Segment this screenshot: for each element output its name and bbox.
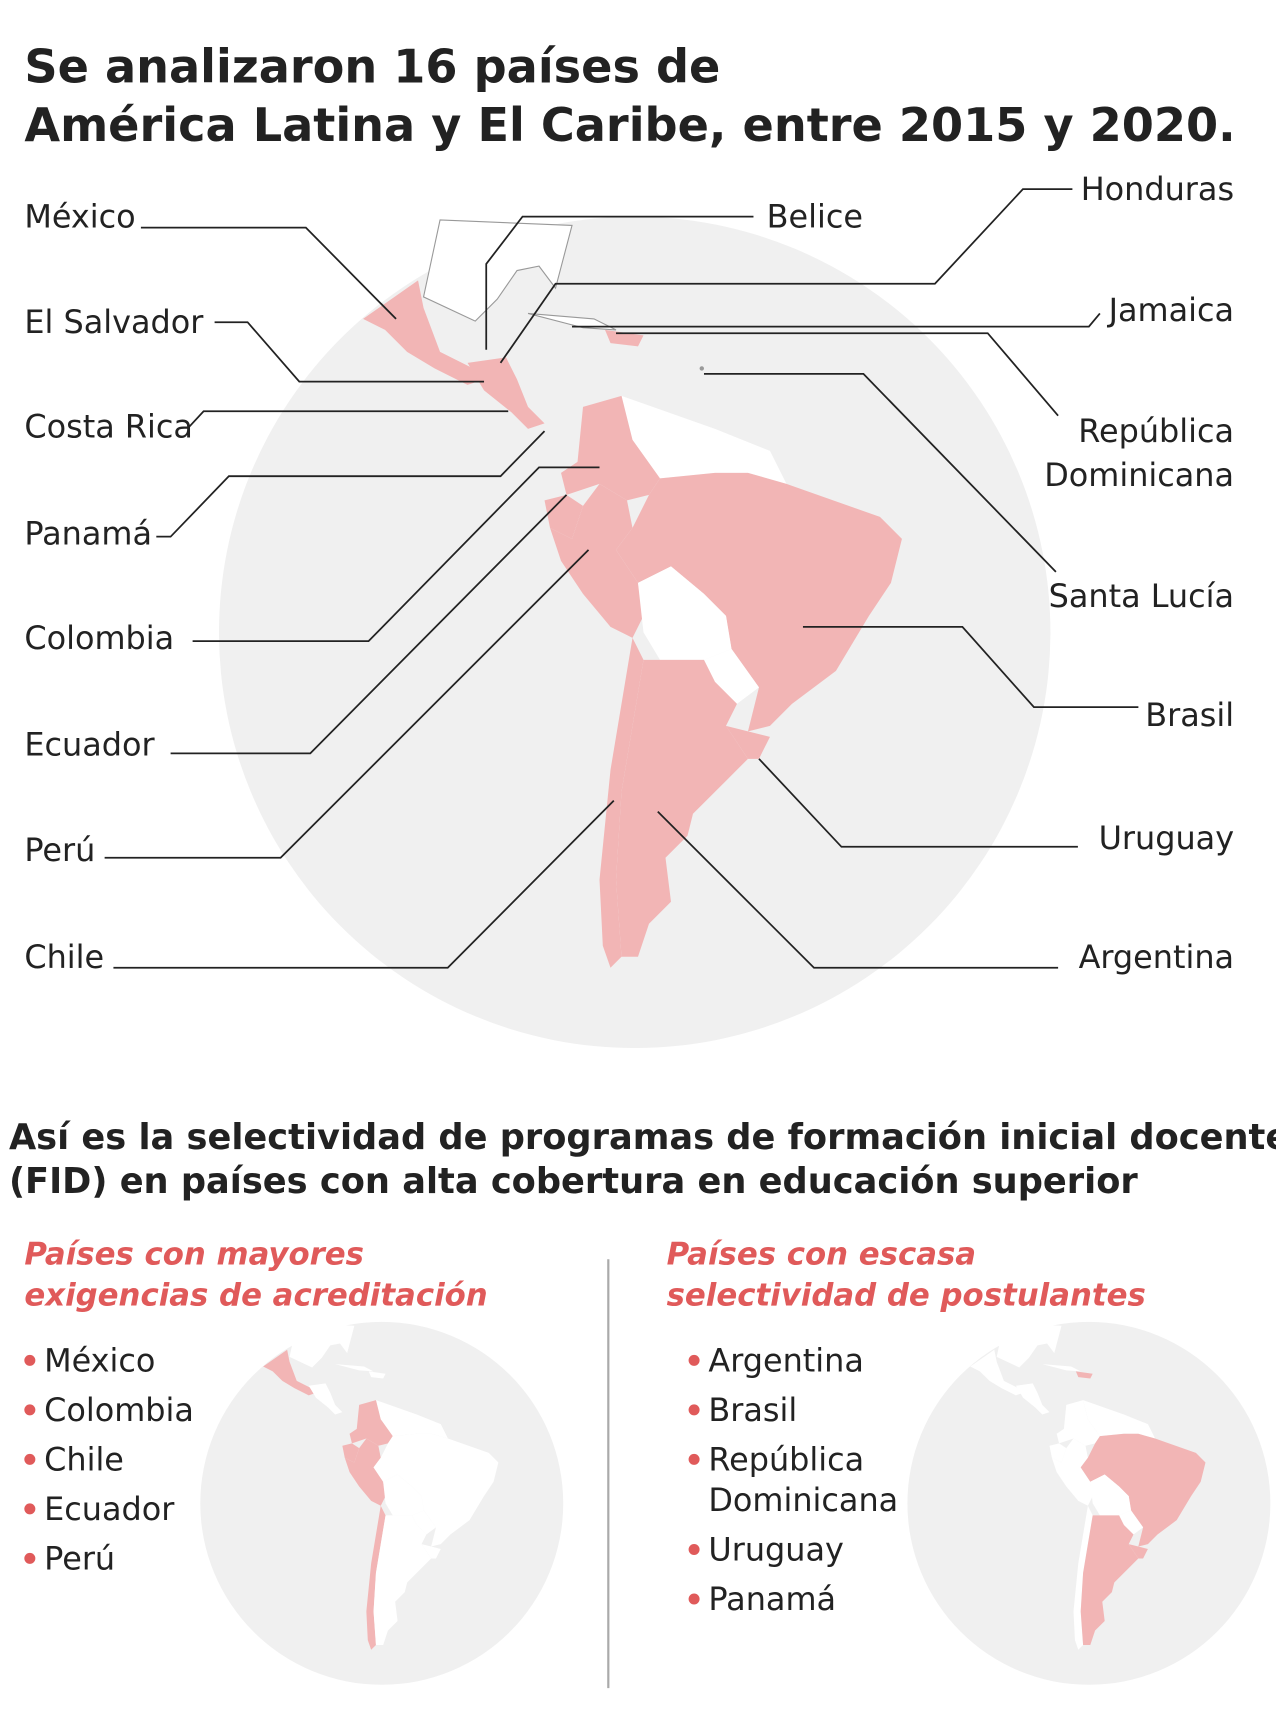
connectors: [104, 188, 1139, 969]
country-label: Ecuador: [24, 726, 155, 764]
country-label: Dominicana: [1044, 456, 1234, 494]
main-map: [363, 219, 902, 968]
bullet: [24, 1453, 36, 1465]
bullet: [688, 1453, 700, 1465]
bullet: [688, 1544, 700, 1556]
list-item: México: [44, 1341, 155, 1379]
country-label: El Salvador: [24, 303, 204, 341]
country-label: Panamá: [24, 514, 152, 552]
country-label: Perú: [24, 831, 95, 869]
list-item: Panamá: [708, 1580, 836, 1618]
country-label: Costa Rica: [24, 408, 193, 446]
country-label: Honduras: [1081, 170, 1234, 208]
country-label: Jamaica: [1107, 291, 1234, 329]
country-label: Chile: [24, 938, 104, 976]
list-item: Uruguay: [708, 1531, 843, 1569]
list-item: Chile: [44, 1440, 124, 1478]
title: Se analizaron 16 países de América Latin…: [24, 39, 1235, 151]
section-title: (FID) en países con alta cobertura en ed…: [9, 1161, 1138, 1202]
panel-heading: selectividad de postulantes: [667, 1277, 1146, 1313]
title-line: América Latina y El Caribe, entre 2015 y…: [24, 98, 1235, 152]
bullet: [24, 1503, 36, 1515]
panel-heading: Países con escasa: [667, 1237, 976, 1273]
country-label: México: [24, 198, 135, 236]
country-label: Argentina: [1079, 938, 1234, 976]
panel-heading: Países con mayores: [24, 1237, 364, 1273]
country-label: Santa Lucía: [1049, 577, 1234, 615]
country-label: Belice: [767, 198, 863, 236]
list-item: Perú: [44, 1539, 115, 1577]
section-title: Así es la selectividad de programas de f…: [9, 1117, 1276, 1158]
country-label: Colombia: [24, 619, 174, 657]
list-item: República: [708, 1440, 864, 1478]
list-item: Ecuador: [44, 1490, 175, 1528]
bullet: [24, 1552, 36, 1564]
country-label: Brasil: [1145, 696, 1234, 734]
list-item: Argentina: [708, 1341, 863, 1379]
list-item: Brasil: [708, 1391, 797, 1429]
bullet: [24, 1404, 36, 1416]
country-label: Uruguay: [1099, 819, 1234, 857]
bullet: [688, 1593, 700, 1605]
list-item: Colombia: [44, 1391, 194, 1429]
panel-heading: exigencias de acreditación: [24, 1277, 487, 1313]
bullet: [688, 1404, 700, 1416]
bullet: [688, 1354, 700, 1366]
country-label: República: [1078, 412, 1234, 450]
list-item: Dominicana: [708, 1481, 898, 1519]
title-line: Se analizaron 16 países de: [24, 39, 720, 93]
bullet: [24, 1354, 36, 1366]
